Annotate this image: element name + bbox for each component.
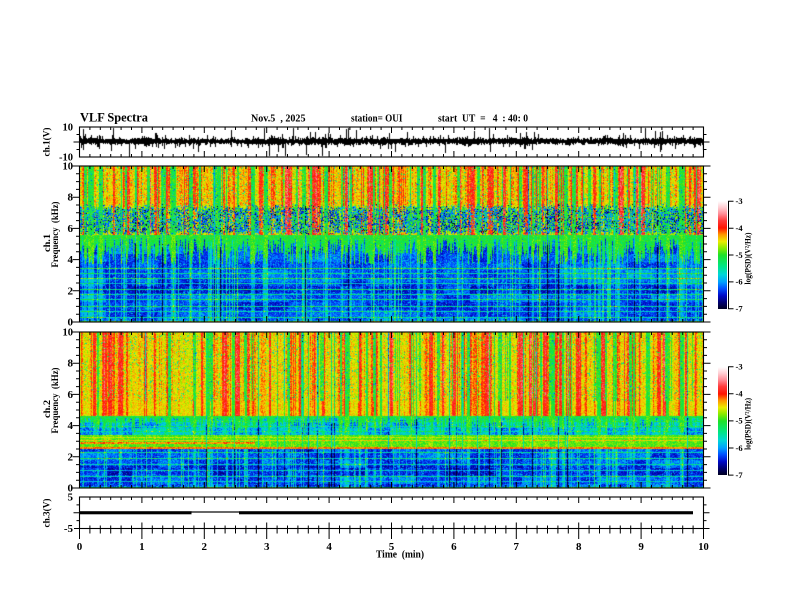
svg-text:6: 6 [68,389,74,401]
svg-text:start UT = 4 : 40: 0: start UT = 4 : 40: 0 [438,113,528,125]
svg-text:-7: -7 [736,304,744,314]
svg-text:ch.1(V): ch.1(V) [42,128,53,157]
svg-text:-6: -6 [736,443,743,453]
svg-text:-4: -4 [736,223,744,233]
svg-text:9: 9 [638,541,644,553]
svg-text:2: 2 [68,451,74,463]
svg-text:0: 0 [68,317,74,329]
svg-text:10: 10 [63,122,74,134]
svg-text:5: 5 [389,541,395,553]
svg-text:7: 7 [514,541,520,553]
svg-text:-3: -3 [736,196,743,206]
svg-text:ch.2: ch.2 [43,400,53,418]
svg-text:4: 4 [68,420,74,432]
svg-text:-6: -6 [736,277,743,287]
svg-text:-3: -3 [736,362,743,372]
svg-text:10: 10 [698,541,709,553]
svg-text:-5: -5 [64,523,74,535]
svg-text:0: 0 [77,541,83,553]
svg-text:8: 8 [576,541,582,553]
svg-text:0: 0 [68,483,74,495]
svg-text:ch.3(V): ch.3(V) [42,499,53,528]
svg-text:Frequency (kHz): Frequency (kHz) [50,202,61,268]
svg-text:6: 6 [68,223,74,235]
svg-text:5: 5 [68,492,74,504]
svg-text:8: 8 [68,192,74,204]
svg-text:10: 10 [63,161,74,173]
svg-text:-4: -4 [736,389,744,399]
svg-text:VLF Spectra: VLF Spectra [80,111,149,125]
svg-text:-5: -5 [736,416,743,426]
svg-text:2: 2 [202,541,208,553]
svg-text:8: 8 [68,358,74,370]
svg-text:4: 4 [326,541,332,553]
svg-text:3: 3 [264,541,270,553]
svg-text:-5: -5 [736,250,743,260]
svg-text:2: 2 [68,285,74,297]
svg-text:1: 1 [139,541,145,553]
svg-text:station= OUI: station= OUI [351,113,403,125]
svg-text:Frequency (kHz): Frequency (kHz) [50,368,61,434]
svg-text:10: 10 [63,327,74,339]
svg-text:4: 4 [68,254,74,266]
svg-text:log(PSD)(V²/Hz): log(PSD)(V²/Hz) [744,232,753,284]
svg-text:log(PSD)(V²/Hz): log(PSD)(V²/Hz) [744,398,753,450]
svg-text:-7: -7 [736,470,744,480]
svg-text:-10: -10 [59,152,73,164]
svg-text:ch.1: ch.1 [43,234,53,252]
svg-text:Time (min): Time (min) [376,549,424,561]
svg-text:6: 6 [451,541,457,553]
svg-text:Nov.5 , 2025: Nov.5 , 2025 [251,113,306,125]
